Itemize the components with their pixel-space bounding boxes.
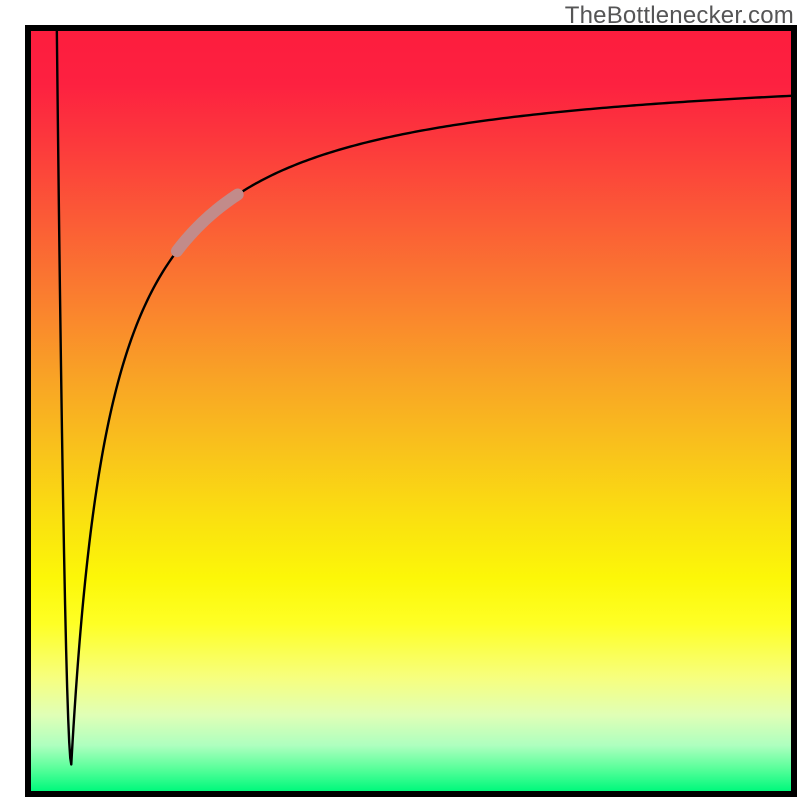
chart-stage: TheBottlenecker.com [0, 0, 800, 800]
bottleneck-gradient-chart [0, 0, 800, 800]
gradient-background [31, 31, 791, 791]
